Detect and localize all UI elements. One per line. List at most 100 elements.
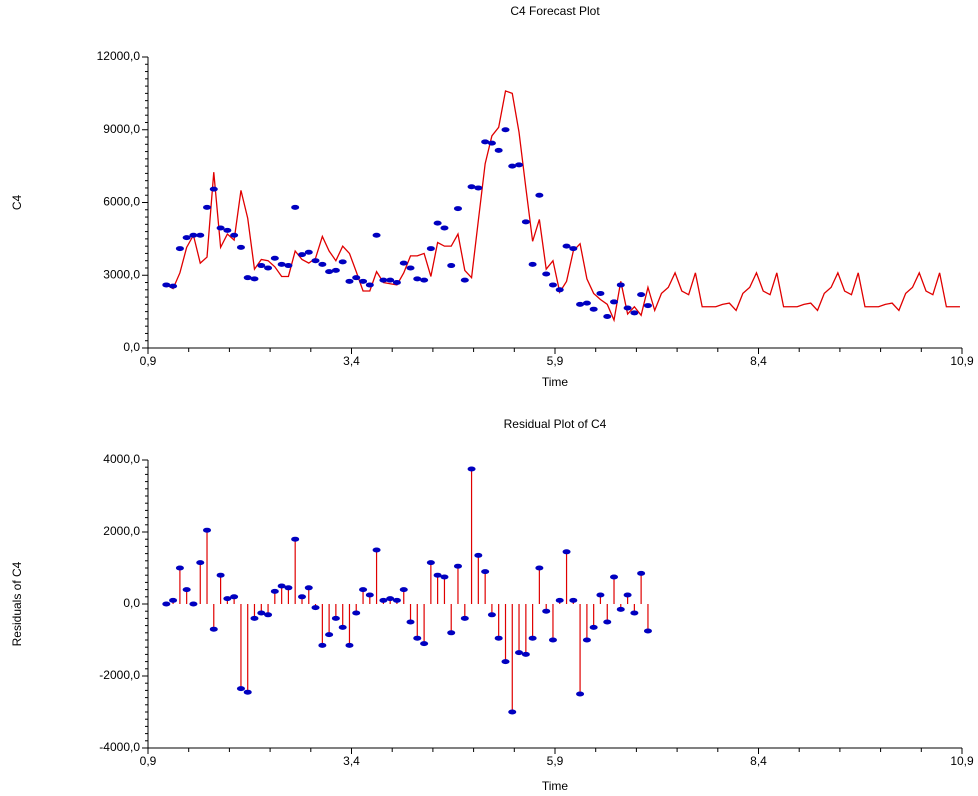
residual-point [298,594,307,600]
residual-point [515,650,524,656]
residual-point [508,709,517,715]
residual-point [365,592,374,598]
data-point [447,263,456,269]
residual-point [474,552,483,558]
residual-point [270,588,279,594]
data-point [535,192,544,198]
x-tick-label: 3,4 [343,354,360,368]
residual-point [487,612,496,618]
residual-point [528,635,537,641]
y-tick-label: 0,0 [123,596,140,610]
residual-point [196,560,205,566]
residual-point [331,615,340,621]
data-point [250,276,259,282]
residual-point [277,583,286,589]
residual-point [311,605,320,611]
data-point [426,246,435,252]
residual-point [589,624,598,630]
data-point [298,252,307,258]
residual-point [352,610,361,616]
data-point [460,277,469,283]
data-point [311,258,320,264]
data-point [345,278,354,284]
data-point [223,227,232,233]
residual-point [467,466,476,472]
residual-point [257,610,266,616]
y-tick-label: 3000,0 [103,267,140,281]
data-point [365,282,374,288]
data-point [603,313,612,319]
data-point [209,186,218,192]
x-tick-label: 5,9 [547,354,564,368]
residual-point [236,686,245,692]
data-point [243,275,252,281]
data-point [291,204,300,210]
data-point [555,287,564,293]
residual-point [555,597,564,603]
residual-point [399,587,408,593]
residual-point [453,563,462,569]
data-point [284,263,293,269]
y-tick-label: -4000,0 [99,740,140,754]
data-point [196,232,205,238]
data-point [331,267,340,273]
residual-point [203,527,212,533]
residual-point [386,596,395,602]
residual-point [603,619,612,625]
residual-point [535,565,544,571]
data-point [481,139,490,145]
residual-point [413,635,422,641]
data-point [637,292,646,298]
data-point [392,280,401,286]
x-tick-label: 8,4 [750,754,767,768]
data-point [277,261,286,267]
residual-point [406,619,415,625]
residual-point [379,597,388,603]
data-point [169,283,178,289]
residual-point [345,642,354,648]
data-point [304,249,313,255]
y-tick-label: 12000,0 [97,49,141,63]
data-point [589,306,598,312]
residual-point [569,597,578,603]
residual-point [359,587,368,593]
x-tick-label: 8,4 [750,354,767,368]
data-point [494,147,503,153]
data-point [474,185,483,191]
residual-point [189,601,198,607]
data-point [487,140,496,146]
data-point [515,162,524,168]
residual-point [582,637,591,643]
x-tick-label: 0,9 [140,754,157,768]
residual-point [264,612,273,618]
residual-point [637,570,646,576]
data-point [542,271,551,277]
data-point [325,269,334,275]
data-point [562,243,571,249]
residual-point [630,610,639,616]
residual-point [338,624,347,630]
residual-point [460,615,469,621]
residual-point [616,606,625,612]
y-tick-label: 9000,0 [103,122,140,136]
residual-point [623,592,632,598]
x-tick-label: 3,4 [343,754,360,768]
residual-point [494,635,503,641]
y-tick-label: 4000,0 [103,452,140,466]
data-point [257,263,266,269]
y-axis-label: Residuals of C4 [10,561,24,646]
x-axis-label: Time [542,779,569,793]
data-point [372,232,381,238]
data-point [643,303,652,309]
data-point [501,127,510,133]
residual-point [325,632,334,638]
y-tick-label: 2000,0 [103,524,140,538]
chart-title: Residual Plot of C4 [504,417,607,431]
data-point [270,255,279,261]
data-point [399,260,408,266]
data-point [175,246,184,252]
residual-point [481,569,490,575]
y-tick-label: 6000,0 [103,195,140,209]
residual-point [284,585,293,591]
